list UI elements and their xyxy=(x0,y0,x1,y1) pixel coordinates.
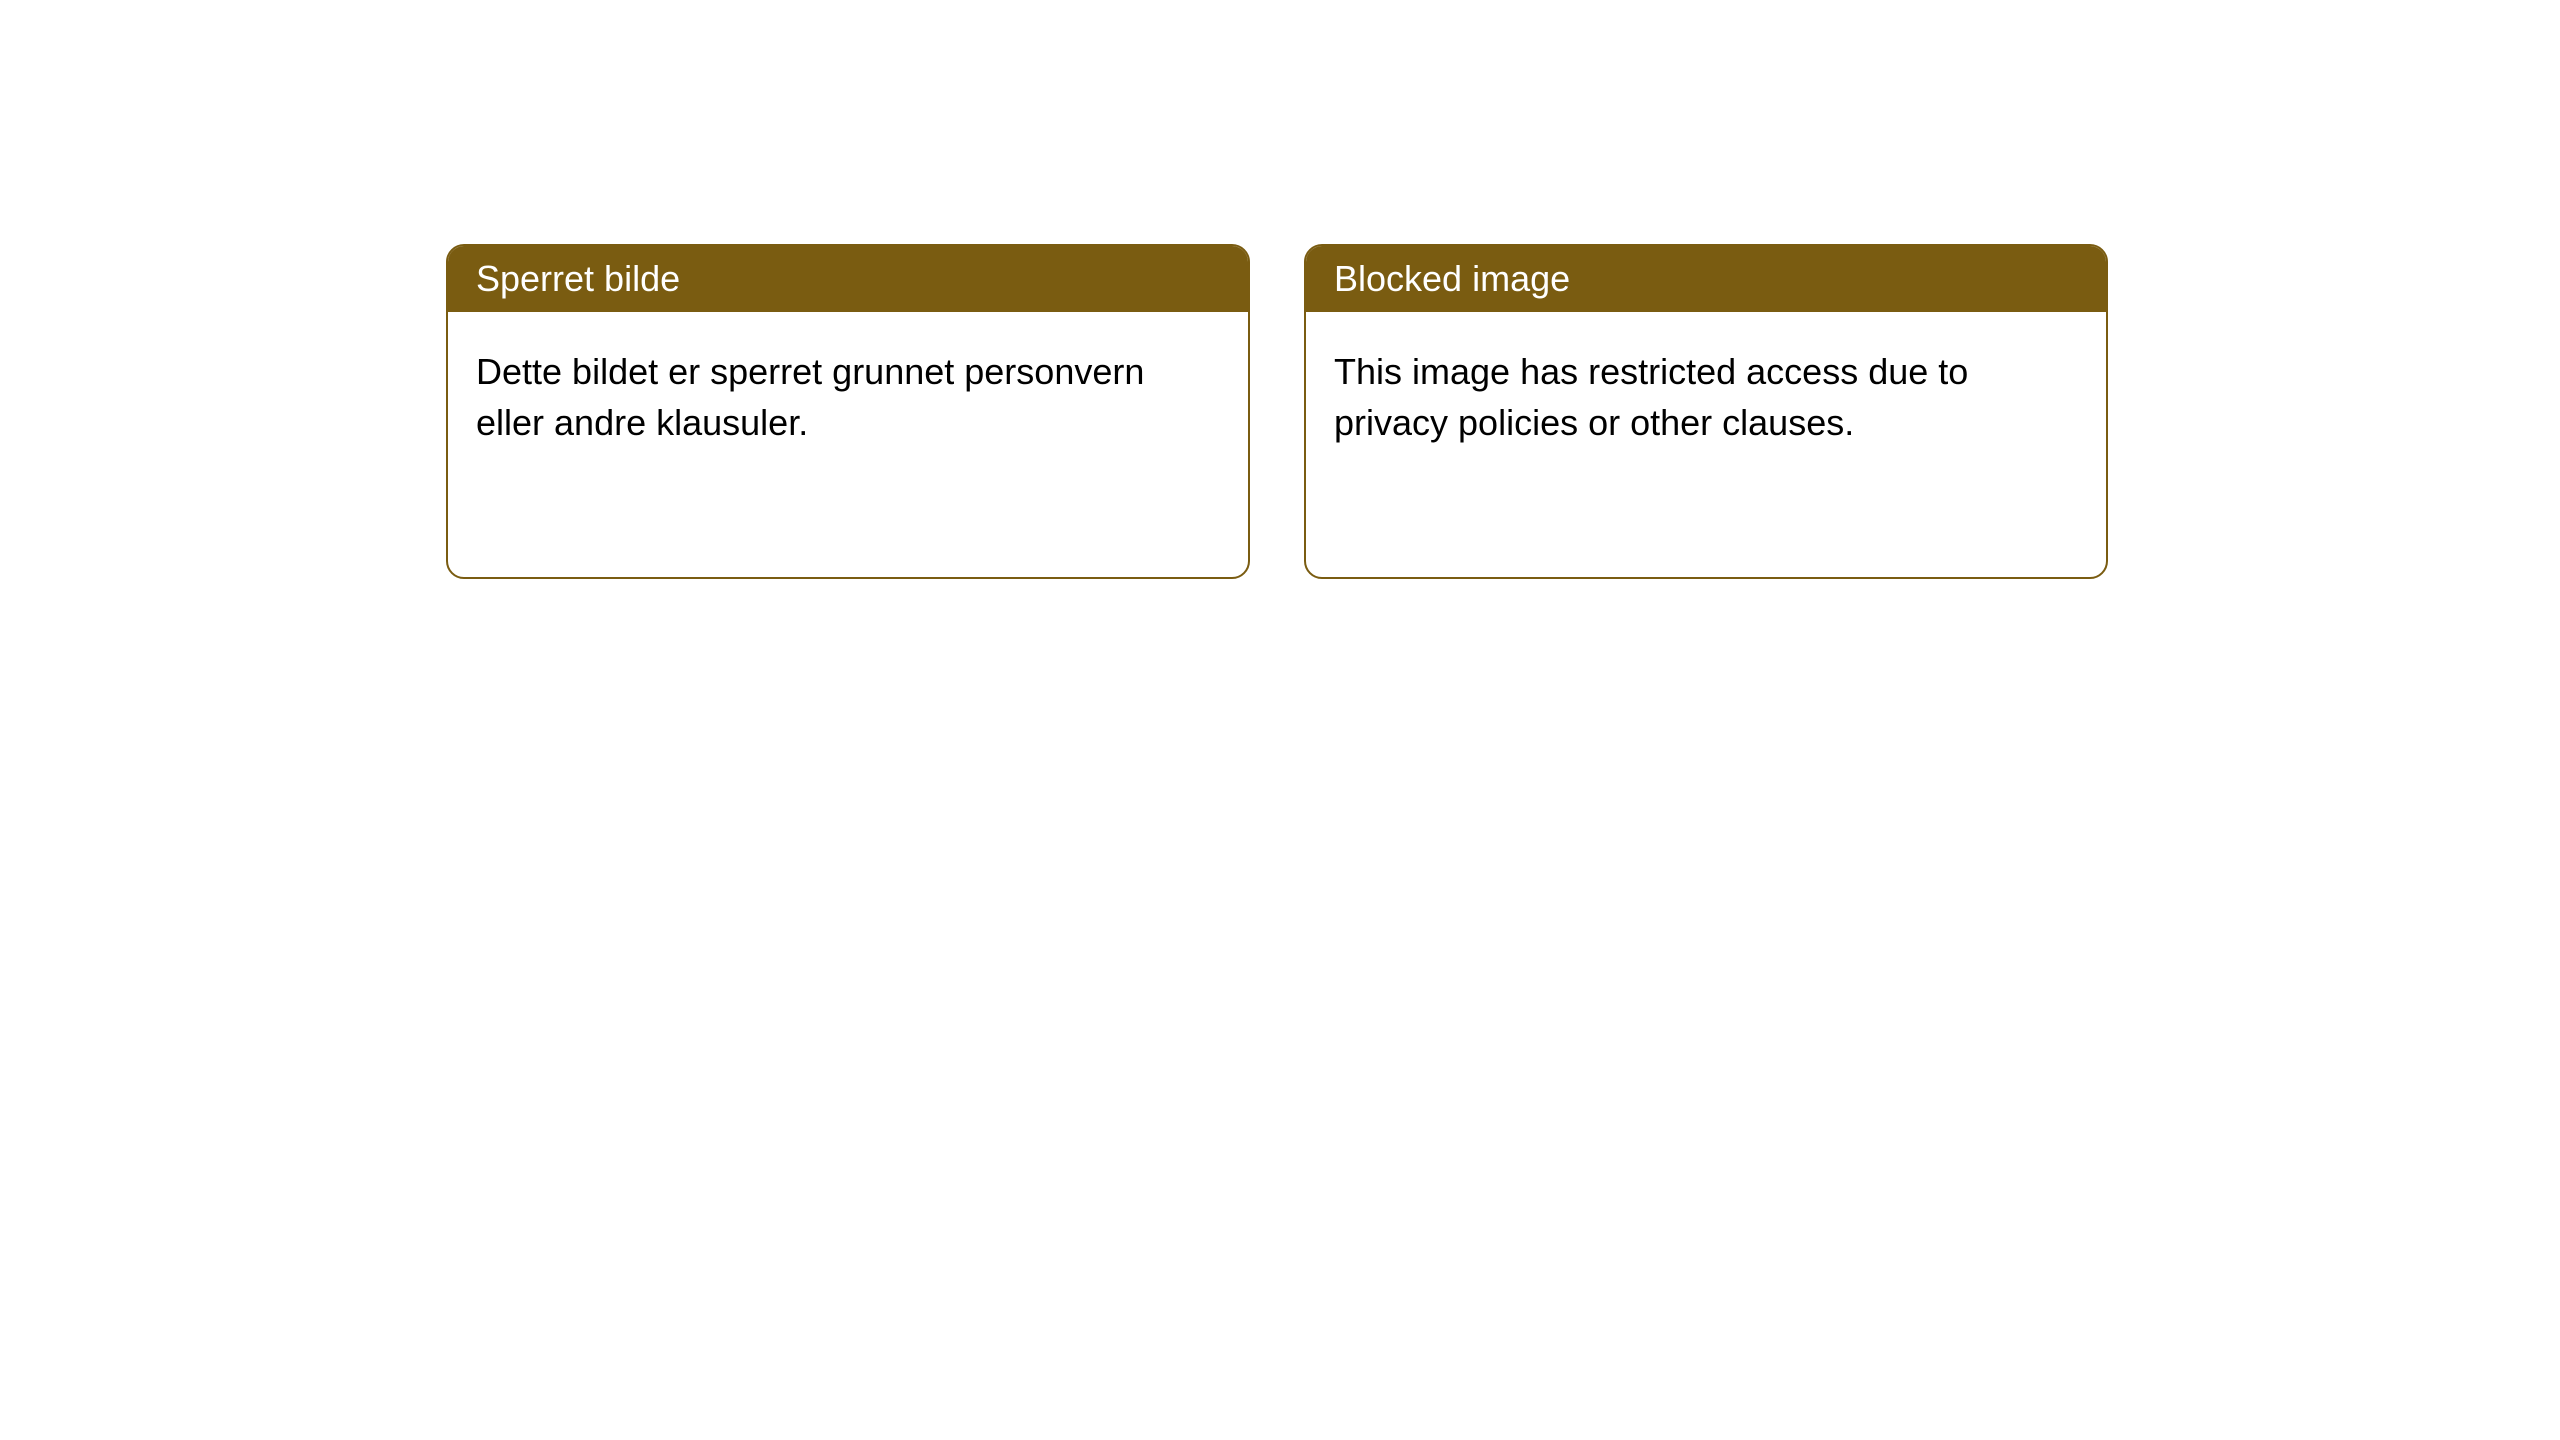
notice-container: Sperret bilde Dette bildet er sperret gr… xyxy=(446,244,2560,579)
notice-body-english: This image has restricted access due to … xyxy=(1306,312,2106,482)
notice-body-norwegian: Dette bildet er sperret grunnet personve… xyxy=(448,312,1248,482)
notice-header-english: Blocked image xyxy=(1306,246,2106,312)
notice-card-norwegian: Sperret bilde Dette bildet er sperret gr… xyxy=(446,244,1250,579)
notice-card-english: Blocked image This image has restricted … xyxy=(1304,244,2108,579)
notice-header-norwegian: Sperret bilde xyxy=(448,246,1248,312)
